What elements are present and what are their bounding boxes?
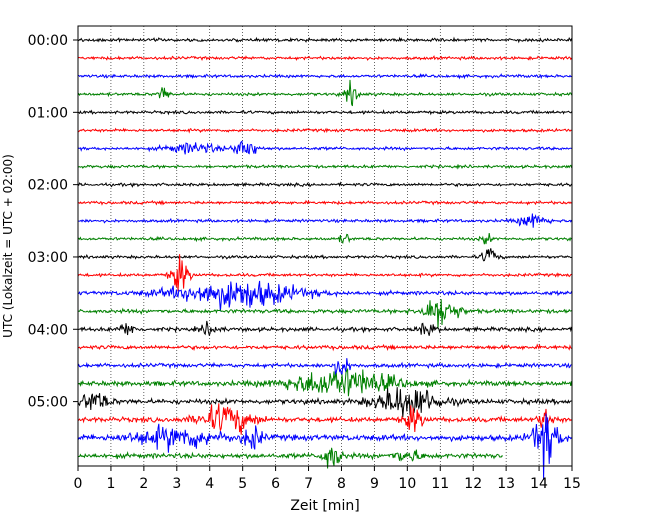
x-tick-label-11: 11 xyxy=(431,476,449,492)
trace-row-0130 xyxy=(77,140,572,155)
x-tick-label-1: 1 xyxy=(106,476,115,492)
x-tick-label-0: 0 xyxy=(74,476,83,492)
trace-row-0430 xyxy=(77,358,572,377)
x-tick-label-12: 12 xyxy=(464,476,482,492)
trace-row-0300 xyxy=(77,248,572,262)
y-tick-label-0300: 03:00 xyxy=(28,250,68,266)
trace-row-0000 xyxy=(77,36,573,44)
x-tick-label-9: 9 xyxy=(370,476,379,492)
x-tick-label-14: 14 xyxy=(530,476,548,492)
x-tick-label-7: 7 xyxy=(304,476,313,492)
x-tick-label-3: 3 xyxy=(172,476,181,492)
trace-row-0515 xyxy=(77,403,572,435)
x-tick-label-10: 10 xyxy=(398,476,416,492)
plot-frame xyxy=(77,25,573,467)
x-axis-label: Zeit [min] xyxy=(290,498,359,514)
tick-layer: 0 1 2 3 4 5 6 7 8 9 10 11 12 13 14 1500:0001:0002:0003:… xyxy=(28,33,581,492)
y-tick-label-0400: 04:00 xyxy=(28,322,68,338)
trace-row-0230 xyxy=(77,213,573,228)
trace-row-0045 xyxy=(77,79,573,107)
trace-row-0545 xyxy=(77,447,504,469)
trace-row-0500 xyxy=(77,387,572,418)
x-tick-label-4: 4 xyxy=(205,476,214,492)
trace-row-0245 xyxy=(77,233,572,245)
trace-row-0015 xyxy=(77,55,573,62)
x-tick-label-15: 15 xyxy=(563,476,581,492)
trace-row-0115 xyxy=(77,127,572,134)
trace-row-0415 xyxy=(77,343,572,352)
trace-row-0345 xyxy=(77,299,572,330)
y-tick-label-0200: 02:00 xyxy=(28,178,68,194)
trace-row-0400 xyxy=(77,320,573,337)
x-tick-label-5: 5 xyxy=(238,476,247,492)
trace-layer xyxy=(77,36,573,480)
x-tick-label-2: 2 xyxy=(139,476,148,492)
trace-row-0215 xyxy=(77,199,572,206)
trace-row-0100 xyxy=(77,109,573,116)
trace-row-0315 xyxy=(77,254,572,292)
x-tick-label-13: 13 xyxy=(497,476,515,492)
trace-row-0145 xyxy=(77,164,573,170)
trace-row-0030 xyxy=(77,73,572,80)
trace-row-0200 xyxy=(77,181,573,188)
y-tick-label-0000: 00:00 xyxy=(28,33,68,49)
y-tick-label-0100: 01:00 xyxy=(28,105,68,121)
trace-row-0330 xyxy=(77,280,573,312)
y-tick-label-0500: 05:00 xyxy=(28,395,68,411)
y-axis-label: UTC (Lokalzeit = UTC + 02:00) xyxy=(1,154,15,338)
x-tick-label-8: 8 xyxy=(337,476,346,492)
x-tick-label-6: 6 xyxy=(271,476,280,492)
trace-row-0445 xyxy=(77,367,573,397)
trace-row-0530 xyxy=(77,413,572,480)
grid-layer xyxy=(110,26,540,466)
